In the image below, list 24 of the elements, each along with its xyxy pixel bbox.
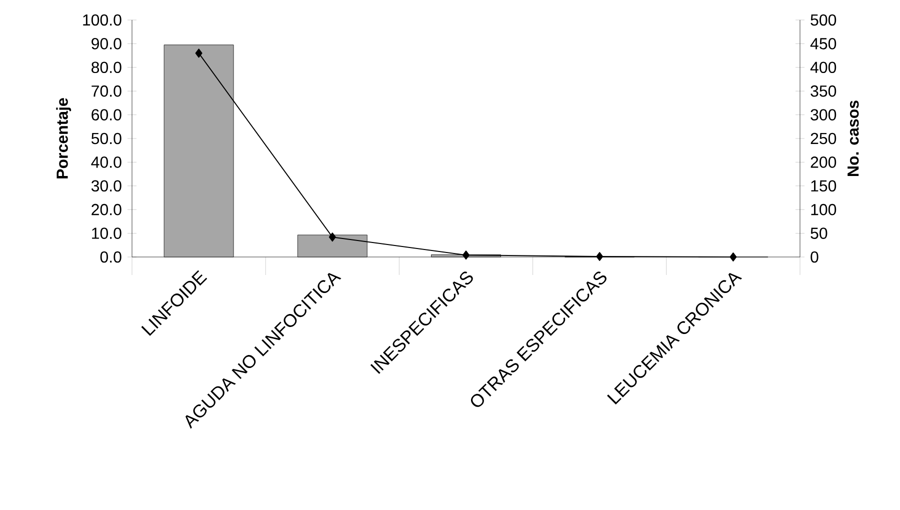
y2-tick-label: 0 xyxy=(810,251,818,263)
y2-tick-label: 500 xyxy=(810,14,836,26)
y-tick-label: 40.0 xyxy=(91,156,122,168)
y-tick-label: 90.0 xyxy=(92,38,122,50)
y-tick-label: 50.0 xyxy=(91,132,122,144)
y-tick-label: 80.0 xyxy=(92,62,122,74)
y-tick-label: 60.0 xyxy=(92,109,122,120)
y2-tick-label: 450 xyxy=(810,38,836,50)
y2-tick-label: 250 xyxy=(810,132,836,144)
y-tick-label: 30.0 xyxy=(91,180,122,192)
y2-tick-label: 100 xyxy=(811,204,836,216)
y-tick-label: 20.0 xyxy=(92,204,122,216)
y2-axis-title: No. casos xyxy=(848,100,859,176)
y2-tick-label: 200 xyxy=(810,156,836,168)
y2-tick-label: 150 xyxy=(811,180,836,192)
y2-tick-label: 400 xyxy=(810,62,836,74)
y2-tick-label: 350 xyxy=(810,85,836,97)
y-tick-label: 100.0 xyxy=(83,14,122,26)
y-tick-label: 10.0 xyxy=(92,228,122,239)
y-axis-title: Porcentaje xyxy=(56,98,72,178)
y2-tick-label: 50 xyxy=(810,228,828,239)
y-tick-label: 70.0 xyxy=(92,85,122,97)
y-tick-label: 0.0 xyxy=(100,251,122,263)
y2-tick-label: 300 xyxy=(810,109,836,120)
